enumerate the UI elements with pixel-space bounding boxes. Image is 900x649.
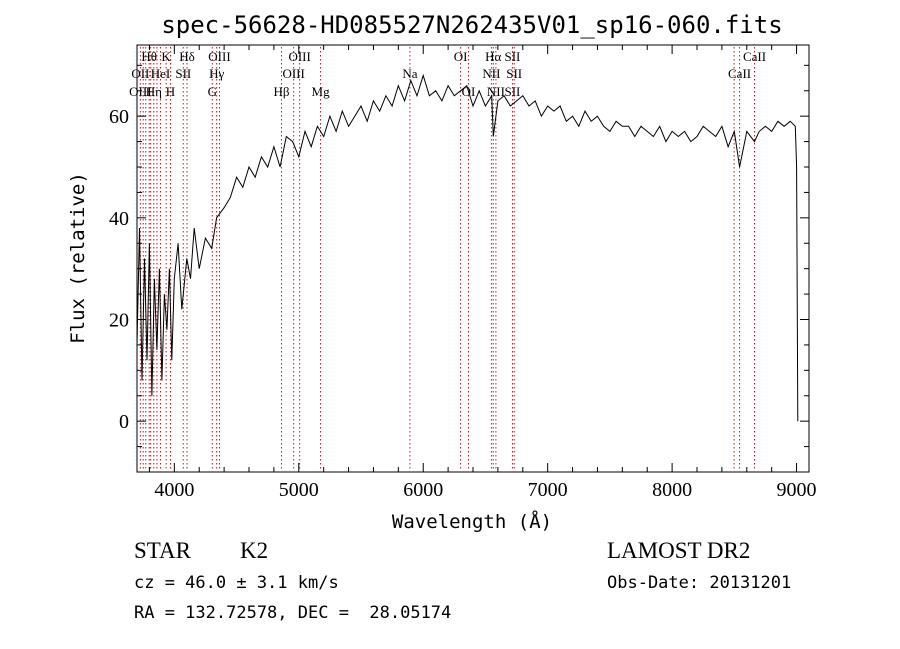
spectral-line-label: OIII: [282, 66, 304, 81]
spectral-line-label: OIII: [288, 49, 310, 64]
y-tick-label: 20: [109, 310, 129, 332]
spectral-line-label: Hη: [146, 84, 162, 99]
spectral-line-label: Hθ: [141, 49, 157, 64]
y-tick-label: 40: [109, 208, 129, 230]
spectral-line-markers: [139, 47, 755, 471]
observation-date: Obs-Date: 20131201: [607, 573, 792, 593]
spectral-line-label: CaII: [728, 66, 751, 81]
spectral-line-label: K: [161, 49, 171, 64]
x-tick-label: 7000: [528, 479, 568, 501]
y-tick-label: 60: [109, 106, 129, 128]
plot-frame: [136, 44, 810, 473]
spectrum-series: [136, 73, 799, 422]
spectral-line-label: OII: [131, 66, 149, 81]
object-subclass: K2: [240, 538, 269, 563]
x-tick-label: 9000: [777, 479, 817, 501]
spectral-line-label: NII: [482, 66, 500, 81]
x-axis-ticks: 4000 5000 6000 7000 8000 9000: [148, 45, 817, 501]
spectral-line-label: Na: [402, 66, 417, 81]
y-tick-label: 0: [119, 411, 129, 433]
spectrum-line: [136, 73, 799, 422]
chart-title: spec-56628-HD085527N262435V01_sp16-060.f…: [161, 11, 782, 39]
x-tick-label: 4000: [154, 479, 194, 501]
coordinates: RA = 132.72578, DEC = 28.05174: [134, 603, 452, 623]
x-axis-label: Wavelength (Å): [392, 510, 552, 533]
spectral-line-label: G: [208, 84, 217, 99]
spectral-line-label: OIII: [208, 49, 230, 64]
x-tick-label: 5000: [279, 479, 319, 501]
spectral-line-label: HeI: [151, 66, 171, 81]
spectral-line-label: NII: [487, 84, 505, 99]
y-axis-ticks: 0 20 40 60: [109, 64, 809, 448]
spectral-line-label: SII: [506, 66, 522, 81]
spectral-line-label: Hβ: [273, 84, 289, 99]
spectral-line-label: H: [166, 84, 175, 99]
survey-name: LAMOST DR2: [607, 538, 751, 563]
object-class: STAR: [134, 538, 191, 563]
spectral-line-label: Mg: [312, 84, 331, 99]
spectral-line-label: Hα: [485, 49, 501, 64]
spectral-line-label: SII: [505, 84, 521, 99]
redshift-velocity: cz = 46.0 ± 3.1 km/s: [134, 573, 339, 593]
spectral-line-label: Hγ: [209, 66, 224, 81]
spectral-line-label: OIII: [129, 84, 151, 99]
spectral-line-label: OI: [454, 49, 468, 64]
spectral-line-label: CaII: [743, 49, 766, 64]
spectral-line-label: Hδ: [179, 49, 195, 64]
x-tick-label: 6000: [403, 479, 443, 501]
spectral-line-label: SII: [175, 66, 191, 81]
spectral-line-label: SII: [505, 49, 521, 64]
x-tick-label: 8000: [652, 479, 692, 501]
y-axis-label: Flux (relative): [67, 172, 89, 344]
